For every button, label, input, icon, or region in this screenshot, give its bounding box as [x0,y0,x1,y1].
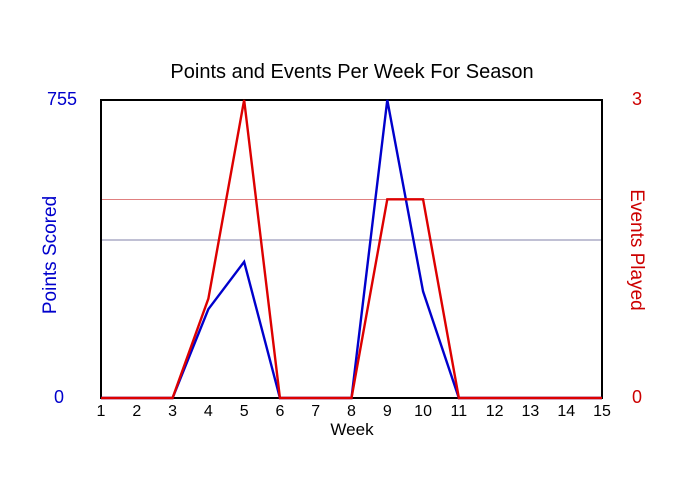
x-tick-label: 12 [486,403,504,420]
events-played-line [101,99,602,400]
x-tick-label: 13 [522,403,540,420]
right-axis-max-label: 3 [632,89,642,109]
x-tick-label: 7 [311,403,320,420]
x-tick-label: 2 [132,403,141,420]
x-tick-label: 3 [168,403,177,420]
x-tick-label: 9 [383,403,392,420]
x-tick-label: 8 [347,403,356,420]
right-axis-min-label: 0 [632,387,642,407]
x-tick-label: 6 [275,403,284,420]
x-axis-title: Week [330,420,374,439]
x-tick-label: 4 [204,403,213,420]
left-axis-max-label: 755 [47,89,77,109]
x-tick-label: 1 [97,403,106,420]
x-tick-label: 10 [414,403,432,420]
left-axis-title: Points Scored [40,196,61,314]
x-tick-label: 14 [557,403,575,420]
plot-area-border [100,99,603,399]
x-tick-label: 5 [240,403,249,420]
points-scored-line [101,99,602,400]
left-axis-min-label: 0 [54,387,64,407]
chart-title: Points and Events Per Week For Season [170,61,533,83]
x-tick-label: 11 [451,403,468,420]
x-axis-tick-labels: 1 2 3 4 5 6 7 8 9 10 11 12 13 14 15 [97,403,611,420]
x-tick-label: 15 [593,403,611,420]
right-axis-title: Events Played [626,189,647,310]
